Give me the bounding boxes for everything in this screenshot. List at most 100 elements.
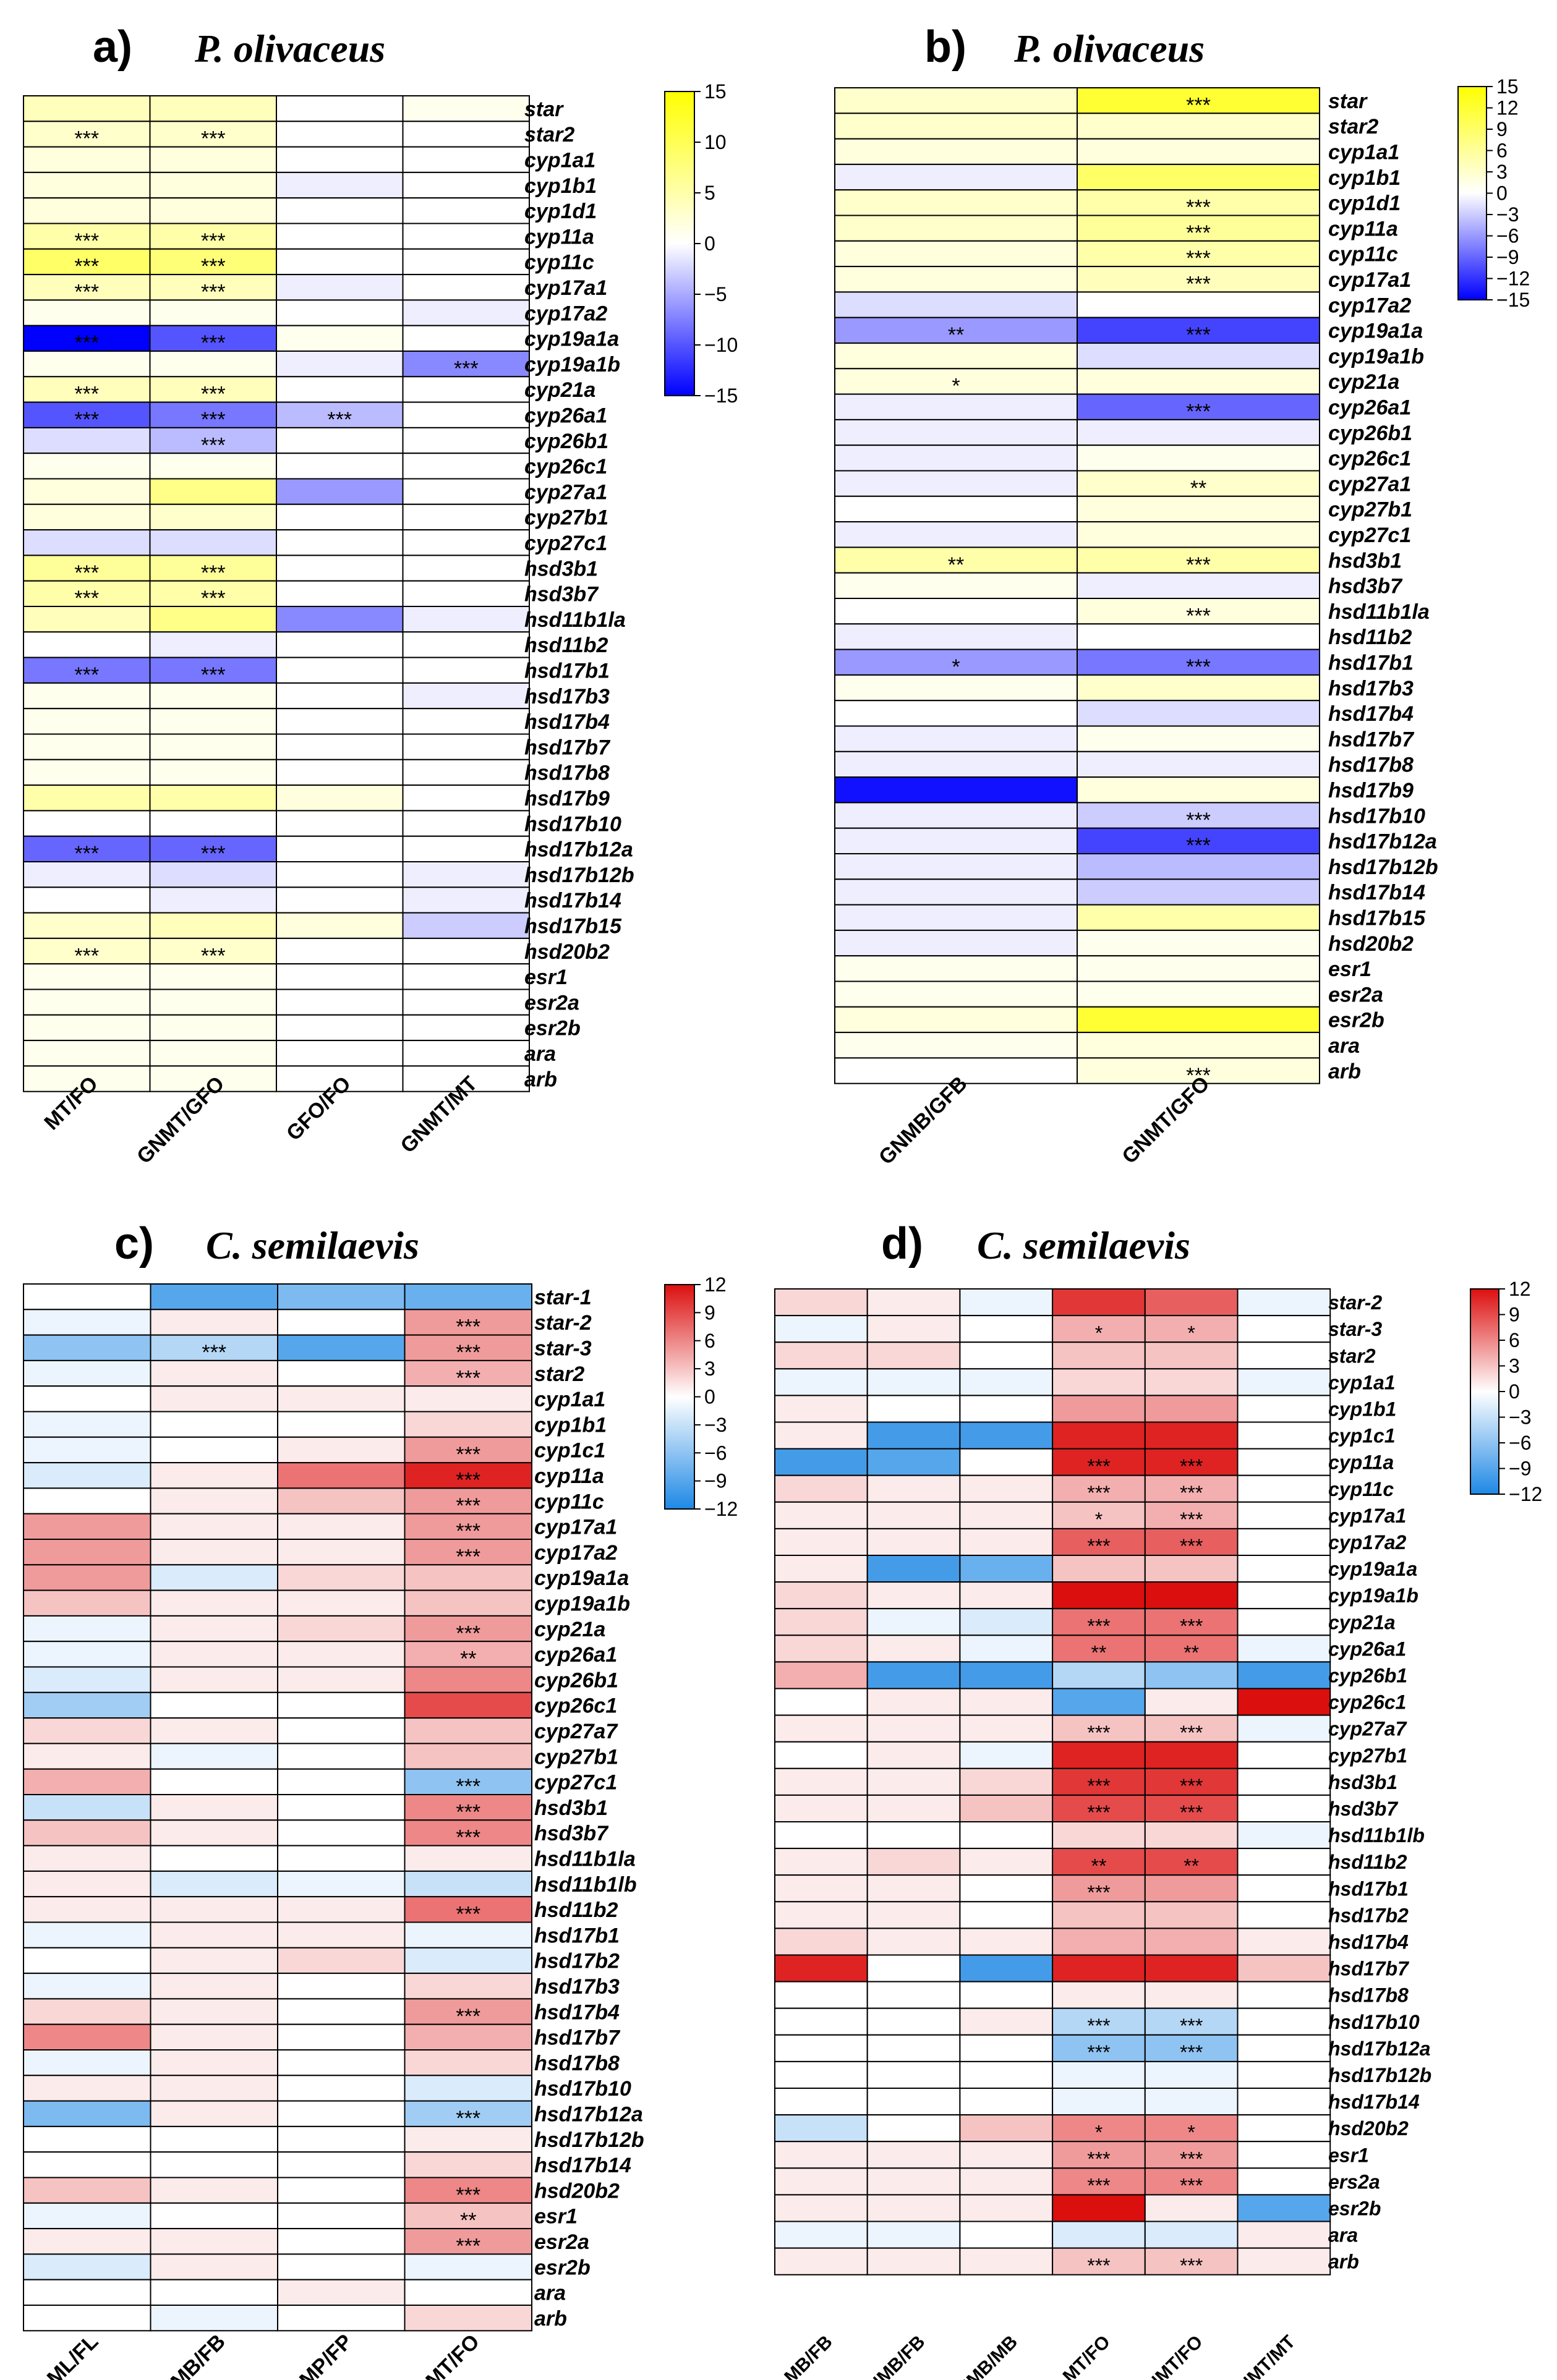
panel-a-cell-star-3 [402, 95, 530, 122]
panel-d-cell-hsd17b2-1 [866, 1901, 961, 1929]
panel-a-row-label: hsd20b2 [524, 940, 610, 964]
panel-a-row-label: cyp1b1 [524, 174, 597, 198]
panel-c-row-label: esr2a [534, 2230, 589, 2254]
panel-c-row-label: esr2b [534, 2256, 591, 2279]
panel-d-cell-esr1-2 [959, 2141, 1054, 2169]
panel-c-cell-arb-2 [277, 2305, 406, 2332]
panel-c-colorbar [664, 1284, 695, 1510]
panel-d-cell-hsd17b12a-2 [959, 2034, 1054, 2062]
panel-a-cell-cyp27b1-1 [149, 503, 277, 531]
panel-d-cell-cyp17a2-1 [866, 1528, 961, 1556]
panel-d-row-label: hsd17b1 [1328, 1877, 1409, 1900]
panel-d-row-label: cyp1c1 [1328, 1425, 1396, 1447]
panel-c-row-label: star2 [534, 1362, 584, 1386]
panel-a-cell-cyp21a-2 [276, 376, 404, 403]
panel-b-heatmap: ***************** *********** ******* *****… [834, 75, 1530, 1170]
panel-d-cell-cyp26a1-5 [1237, 1634, 1331, 1663]
panel-b-row-label: star2 [1328, 115, 1378, 138]
panel-d-cell-cyp1b1-2 [959, 1395, 1054, 1423]
panel-d-colorbar-tick-label: −3 [1509, 1406, 1531, 1429]
panel-d-colorbar-tick-label: 3 [1509, 1355, 1520, 1377]
panel-a-cell-hsd17b3-1 [149, 682, 277, 710]
panel-a-cell-hsd17b12b-3 [402, 861, 530, 888]
panel-d-cell-cyp21a-2 [959, 1608, 1054, 1636]
panel-d-significance-arb-3: *** [1087, 2255, 1110, 2277]
panel-c-cell-hsd17b12b-2 [277, 2125, 406, 2153]
panel-b-cell-cyp17a1-1 [1077, 266, 1320, 293]
panel-c-cell-hsd17b12b-1 [150, 2125, 278, 2153]
panel-a-cell-hsd17b8-0 [23, 759, 151, 786]
panel-c-cell-cyp27b1-3 [404, 1743, 532, 1770]
panel-c-cell-ara-2 [277, 2279, 406, 2306]
panel-c-row-label: hsd17b1 [534, 1924, 620, 1947]
panel-a-cell-cyp1a1-1 [149, 146, 277, 173]
panel-c-cell-cyp17a1-2 [277, 1513, 406, 1540]
panel-a-cell-hsd17b8-3 [402, 759, 530, 786]
panel-c-row-label: star-2 [534, 1311, 592, 1335]
panel-b-colorbar-tick-label: 15 [1496, 75, 1519, 98]
panel-b-cell-cyp1a1-0 [834, 138, 1078, 165]
panel-c-column-label: MB/FB [166, 2330, 230, 2380]
panel-c-cell-cyp11a-3 [404, 1462, 532, 1489]
panel-d-cell-hsd17b14-2 [959, 2088, 1054, 2116]
panel-a-cell-hsd17b14-3 [402, 886, 530, 914]
panel-d-cell-ara-5 [1237, 2221, 1331, 2249]
panel-d-cell-hsd17b8-3 [1052, 1981, 1146, 2009]
panel-d-row-label: hsd17b2 [1328, 1904, 1409, 1926]
panel-a-row-label: hsd17b7 [524, 736, 611, 759]
panel-d-cell-hsd17b8-5 [1237, 1981, 1331, 2009]
panel-c-cell-cyp1b1-0 [23, 1411, 151, 1438]
panel-a-cell-hsd20b2-2 [276, 937, 404, 965]
panel-a-cell-hsd17b4-2 [276, 708, 404, 735]
panel-d-colorbar [1470, 1288, 1499, 1495]
panel-d-column-label: NMT/FO [1142, 2332, 1207, 2380]
panel-b-row-label: hsd3b1 [1328, 549, 1402, 572]
panel-b-row-label: cyp1d1 [1328, 192, 1401, 215]
panel-d-cell-hsd17b12b-1 [866, 2060, 961, 2089]
panel-a-cell-esr2a-2 [276, 988, 404, 1016]
panel-d-cell-cyp19a1b-2 [959, 1581, 1054, 1610]
panel-c-cell-star2-0 [23, 1359, 151, 1387]
panel-d-cell-esr1-4 [1144, 2141, 1239, 2169]
panel-b-row-label: cyp19a1a [1328, 320, 1423, 343]
panel-d-row-label: cyp19a1b [1328, 1584, 1418, 1607]
panel-b-cell-esr2a-0 [834, 980, 1078, 1008]
panel-a-row-label: cyp19a1b [524, 353, 620, 376]
panel-d-cell-cyp11c-2 [959, 1474, 1054, 1503]
panel-d-cell-cyp19a1a-5 [1237, 1555, 1331, 1583]
panel-a-cell-cyp1a1-2 [276, 146, 404, 173]
panel-a-cell-cyp27c1-3 [402, 529, 530, 556]
panel-a-species-title: P. olivaceus [194, 27, 385, 70]
panel-d-cell-hsd3b7-2 [959, 1794, 1054, 1822]
panel-a-cell-hsd17b4-0 [23, 708, 151, 735]
panel-b-cell-cyp19a1b-0 [834, 342, 1078, 370]
panel-d-cell-hsd11b2-2 [959, 1848, 1054, 1876]
panel-d-cell-star2-2 [959, 1341, 1054, 1370]
panel-b-row-label: hsd20b2 [1328, 932, 1414, 956]
panel-d-cell-cyp27a7-4 [1144, 1714, 1239, 1743]
panel-d-cell-cyp19a1b-0 [774, 1581, 868, 1610]
panel-c-column-label: MT/FO [421, 2330, 484, 2380]
panel-a-row-label: esr2b [524, 1017, 581, 1040]
panel-c-cell-cyp11c-1 [150, 1487, 278, 1515]
panel-d-cell-hsd17b2-0 [774, 1901, 868, 1929]
panel-a-colorbar-tick-label: −15 [704, 385, 738, 407]
panel-c-cell-hsd3b1-1 [150, 1794, 278, 1821]
panel-a-cell-hsd17b15-3 [402, 912, 530, 939]
panel-a-colorbar-tick-label: 15 [704, 80, 727, 103]
panel-d-significance-ers2a-3: *** [1087, 2174, 1110, 2196]
panel-a-cell-cyp27b1-3 [402, 503, 530, 531]
panel-c-cell-arb-1 [150, 2305, 278, 2332]
panel-b-cell-cyp26b1-0 [834, 419, 1078, 446]
panel-d-cell-hsd17b4-1 [866, 1927, 961, 1956]
panel-d-cell-hsd17b14-3 [1052, 2088, 1146, 2116]
panel-b-cell-hsd17b14-1 [1077, 878, 1320, 906]
panel-d-cell-ers2a-1 [866, 2167, 961, 2196]
panel-a-cell-hsd17b12b-1 [149, 861, 277, 888]
panel-d-cell-arb-1 [866, 2247, 961, 2276]
panel-a-cell-hsd17b15-1 [149, 912, 277, 939]
panel-b-cell-cyp26c1-1 [1077, 444, 1320, 472]
panel-c-cell-hsd17b3-2 [277, 1973, 406, 2000]
panel-a-cell-hsd17b3-2 [276, 682, 404, 710]
panel-a-cell-hsd17b12b-0 [23, 861, 151, 888]
